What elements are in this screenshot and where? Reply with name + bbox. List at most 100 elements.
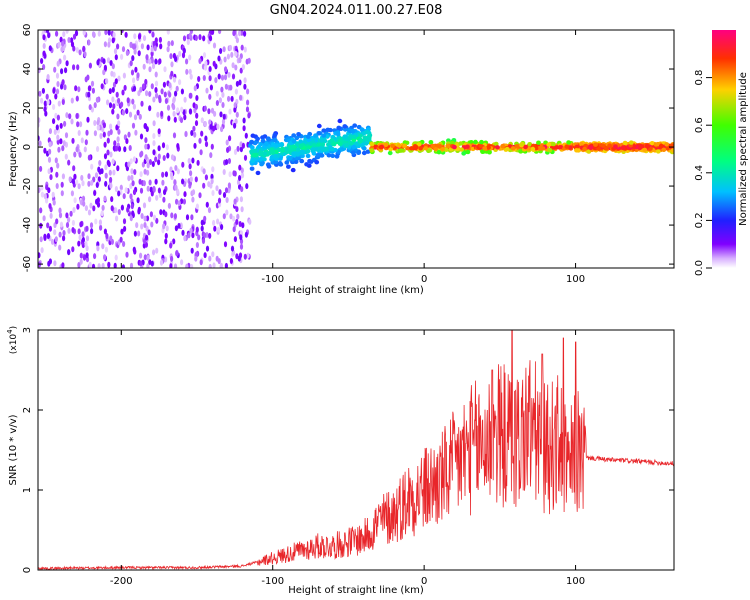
- spectrogram-cell: [107, 30, 111, 36]
- spectrogram-cell: [224, 83, 228, 90]
- spectrogram-cell: [49, 174, 53, 181]
- spectrogram-cell: [551, 141, 556, 147]
- spectrogram-cell: [84, 241, 88, 248]
- spectrogram-cell: [117, 97, 121, 104]
- spectrogram-cell: [190, 130, 194, 136]
- spectrogram-cell: [170, 255, 174, 262]
- spectrogram-cell: [134, 129, 138, 136]
- spectrogram-cell: [500, 143, 506, 149]
- spectrogram-cell: [187, 158, 191, 164]
- spectrogram-cell: [71, 219, 75, 226]
- spectrogram-cell: [79, 221, 83, 228]
- spectrogram-cell: [315, 153, 321, 158]
- snr-ticks: -200 -100 0 100 0 1 2 3: [22, 327, 674, 587]
- spectrogram-cell: [43, 106, 47, 113]
- spectrogram-cell: [82, 254, 87, 261]
- figure-title: GN04.2024.011.00.27.E08: [270, 3, 443, 18]
- spectrogram-cell: [172, 132, 177, 139]
- spectrogram-cell: [177, 200, 181, 207]
- spectrogram-cell: [87, 180, 91, 187]
- spectrogram-cell: [228, 108, 232, 115]
- spectrogram-cell: [88, 261, 92, 268]
- spectrogram-cell: [132, 156, 136, 163]
- spectrogram-cell: [433, 146, 439, 152]
- spectrogram-cell: [129, 262, 134, 268]
- spectrogram-cell: [121, 109, 125, 116]
- spectrogram-cell: [228, 44, 233, 51]
- spectrogram-cell: [141, 83, 146, 90]
- spectrogram-cell: [139, 187, 144, 194]
- spectrogram-cell: [182, 47, 186, 54]
- spectrogram-cell: [523, 144, 528, 150]
- spectrogram-cell: [116, 113, 120, 120]
- spectrogram-cell: [172, 104, 176, 111]
- spectrogram-cell: [87, 209, 92, 216]
- spectrogram-cell: [255, 170, 261, 176]
- spectrogram-cell: [223, 241, 228, 248]
- spectrogram-cell: [157, 153, 161, 160]
- spectrogram-cell: [193, 131, 197, 138]
- spectrogram-cell: [226, 53, 230, 60]
- spectrogram-cell: [154, 156, 158, 163]
- spectrogram-cell: [112, 169, 116, 176]
- spectrogram-cell: [121, 89, 125, 96]
- spectrogram-cell: [76, 121, 80, 128]
- spectrogram-cell: [175, 85, 179, 92]
- spectrogram-cell: [176, 168, 180, 175]
- spectrogram-cell: [39, 165, 43, 172]
- spectrogram-cell: [159, 43, 163, 50]
- spectrogram-cell: [61, 262, 65, 268]
- spectrogram-cell: [230, 95, 234, 102]
- spectrogram-cell: [104, 246, 108, 253]
- spectrogram-cell: [208, 255, 212, 262]
- spectrogram-ytick-label: 20: [22, 102, 33, 115]
- spectrogram-cell: [163, 66, 167, 73]
- spectrogram-cell: [56, 162, 60, 169]
- spectrogram-cell: [247, 57, 251, 64]
- spectrogram-cell: [242, 117, 246, 124]
- spectrogram-cell: [77, 240, 81, 247]
- spectrogram-cell: [40, 184, 44, 191]
- spectrogram-cell: [150, 83, 154, 90]
- spectrogram-cell: [71, 137, 75, 144]
- spectrogram-cell: [60, 46, 64, 53]
- spectrogram-cell: [482, 146, 488, 151]
- spectrogram-cell: [120, 228, 124, 235]
- spectrogram-cell: [132, 85, 137, 92]
- spectrogram-cell: [216, 123, 220, 130]
- spectrogram-cell: [233, 122, 237, 129]
- spectrogram-cell: [116, 43, 120, 50]
- spectrogram-cell: [85, 252, 89, 259]
- spectrogram-cell: [152, 214, 157, 221]
- spectrogram-cell: [169, 166, 173, 173]
- spectrogram-cell: [144, 143, 148, 150]
- spectrogram-cell: [78, 151, 82, 158]
- spectrogram-cell: [95, 96, 99, 103]
- spectrogram-cell: [205, 232, 209, 238]
- spectrogram-cell: [87, 91, 91, 98]
- spectrogram-xtick-label: -200: [110, 274, 133, 285]
- spectrogram-cell: [103, 141, 107, 148]
- spectrogram-cell: [190, 214, 194, 221]
- spectrogram-cell: [80, 137, 84, 144]
- spectrogram-cell: [136, 197, 140, 204]
- spectrogram-cell: [47, 156, 52, 163]
- spectrogram-cell: [150, 46, 154, 53]
- spectrogram-cell: [62, 31, 66, 38]
- spectrogram-cell: [180, 198, 184, 205]
- spectrogram-cell: [170, 40, 174, 47]
- spectrogram-cell: [125, 50, 129, 56]
- spectrogram-cell: [240, 44, 244, 51]
- spectrogram-cell: [229, 213, 233, 220]
- spectrogram-cell: [46, 74, 50, 80]
- spectrogram-cell: [211, 166, 215, 173]
- spectrogram-cell: [363, 141, 369, 146]
- spectrogram-cell: [239, 196, 243, 203]
- spectrogram-cell: [39, 222, 43, 229]
- spectrogram-cell: [70, 190, 74, 197]
- spectrogram-cell: [169, 53, 173, 60]
- spectrogram-cell: [54, 93, 58, 100]
- spectrogram-cell: [259, 150, 264, 156]
- spectrogram-cell: [137, 206, 141, 213]
- spectrogram-cell: [173, 213, 177, 220]
